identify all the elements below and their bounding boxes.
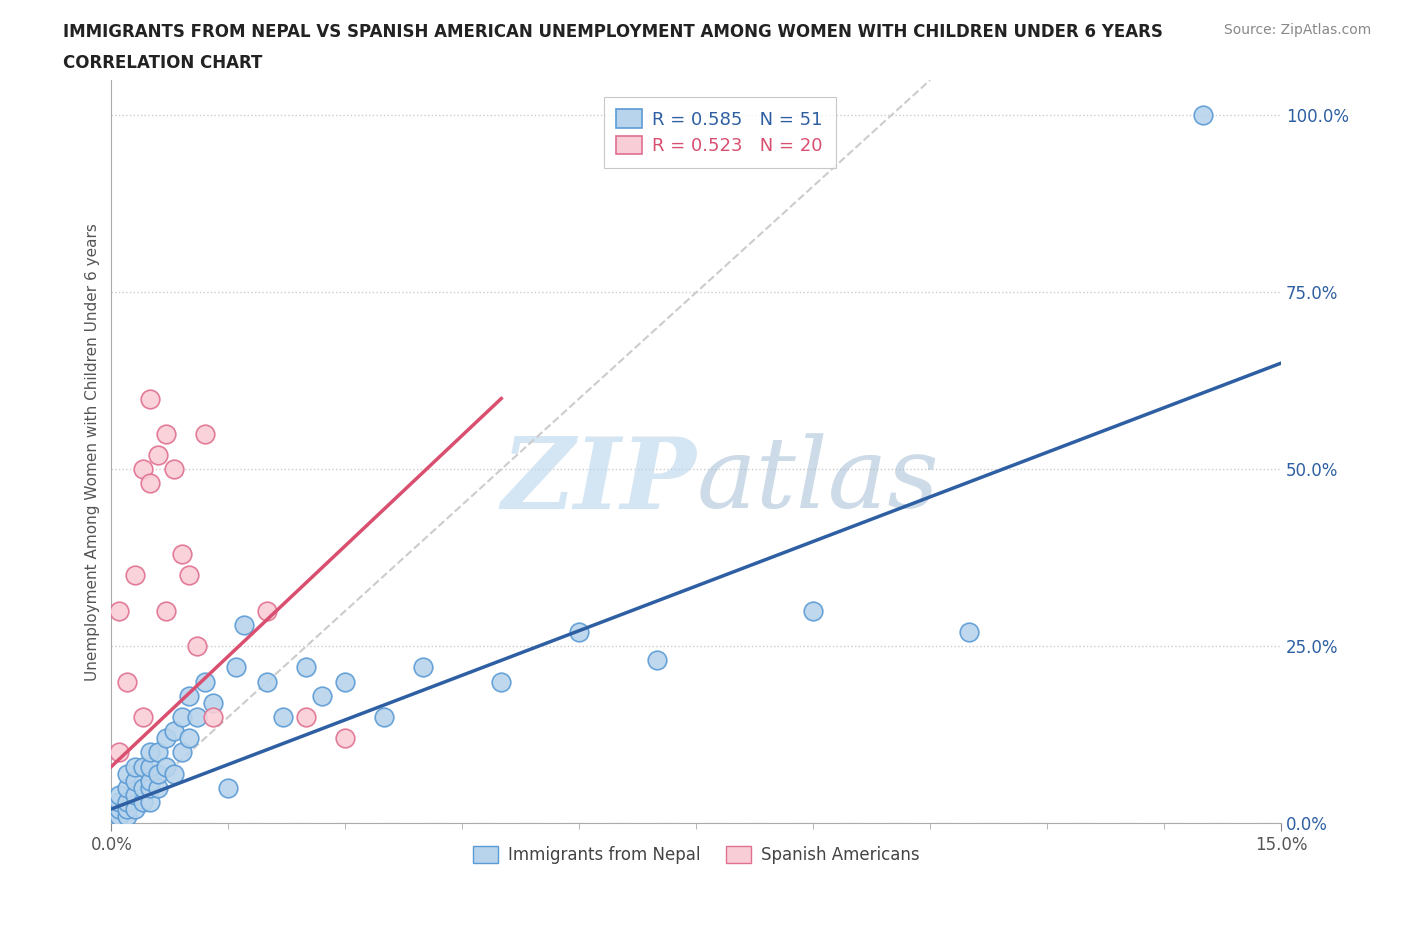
Point	[131, 710, 153, 724]
Point	[1192, 108, 1215, 123]
Point	[131, 462, 153, 477]
Text: IMMIGRANTS FROM NEPAL VS SPANISH AMERICAN UNEMPLOYMENT AMONG WOMEN WITH CHILDREN: IMMIGRANTS FROM NEPAL VS SPANISH AMERICA…	[63, 23, 1163, 41]
Point	[139, 745, 162, 760]
Point	[115, 674, 138, 689]
Point	[108, 802, 131, 817]
Point	[115, 780, 138, 795]
Point	[139, 773, 162, 788]
Point	[201, 710, 224, 724]
Point	[256, 604, 278, 618]
Point	[170, 710, 193, 724]
Point	[139, 794, 162, 809]
Point	[155, 759, 177, 774]
Point	[131, 780, 153, 795]
Text: atlas: atlas	[696, 433, 939, 529]
Point	[170, 547, 193, 562]
Point	[124, 759, 146, 774]
Point	[311, 688, 333, 703]
Point	[271, 710, 294, 724]
Point	[108, 794, 131, 809]
Point	[373, 710, 395, 724]
Point	[194, 427, 217, 442]
Point	[186, 639, 208, 654]
Legend: Immigrants from Nepal, Spanish Americans: Immigrants from Nepal, Spanish Americans	[467, 839, 927, 870]
Point	[201, 696, 224, 711]
Point	[163, 724, 186, 738]
Point	[155, 427, 177, 442]
Point	[170, 745, 193, 760]
Point	[194, 674, 217, 689]
Point	[124, 788, 146, 803]
Point	[139, 476, 162, 491]
Point	[335, 731, 357, 746]
Point	[163, 766, 186, 781]
Y-axis label: Unemployment Among Women with Children Under 6 years: Unemployment Among Women with Children U…	[86, 222, 100, 681]
Point	[124, 773, 146, 788]
Point	[115, 808, 138, 823]
Point	[186, 710, 208, 724]
Point	[148, 780, 170, 795]
Point	[179, 731, 201, 746]
Point	[115, 802, 138, 817]
Point	[155, 604, 177, 618]
Text: Source: ZipAtlas.com: Source: ZipAtlas.com	[1223, 23, 1371, 37]
Point	[148, 745, 170, 760]
Point	[335, 674, 357, 689]
Point	[108, 808, 131, 823]
Point	[148, 447, 170, 462]
Point	[115, 794, 138, 809]
Point	[124, 568, 146, 583]
Point	[295, 710, 318, 724]
Point	[139, 759, 162, 774]
Point	[139, 392, 162, 406]
Point	[163, 462, 186, 477]
Point	[412, 660, 434, 675]
Text: CORRELATION CHART: CORRELATION CHART	[63, 54, 263, 72]
Text: ZIP: ZIP	[501, 433, 696, 529]
Point	[108, 788, 131, 803]
Point	[148, 766, 170, 781]
Point	[645, 653, 668, 668]
Point	[491, 674, 513, 689]
Point	[957, 625, 980, 640]
Point	[179, 688, 201, 703]
Point	[256, 674, 278, 689]
Point	[568, 625, 591, 640]
Point	[108, 604, 131, 618]
Point	[108, 745, 131, 760]
Point	[217, 780, 239, 795]
Point	[124, 802, 146, 817]
Point	[115, 766, 138, 781]
Point	[131, 794, 153, 809]
Point	[801, 604, 824, 618]
Point	[155, 731, 177, 746]
Point	[295, 660, 318, 675]
Point	[179, 568, 201, 583]
Point	[131, 759, 153, 774]
Point	[233, 618, 256, 632]
Point	[139, 780, 162, 795]
Point	[225, 660, 247, 675]
